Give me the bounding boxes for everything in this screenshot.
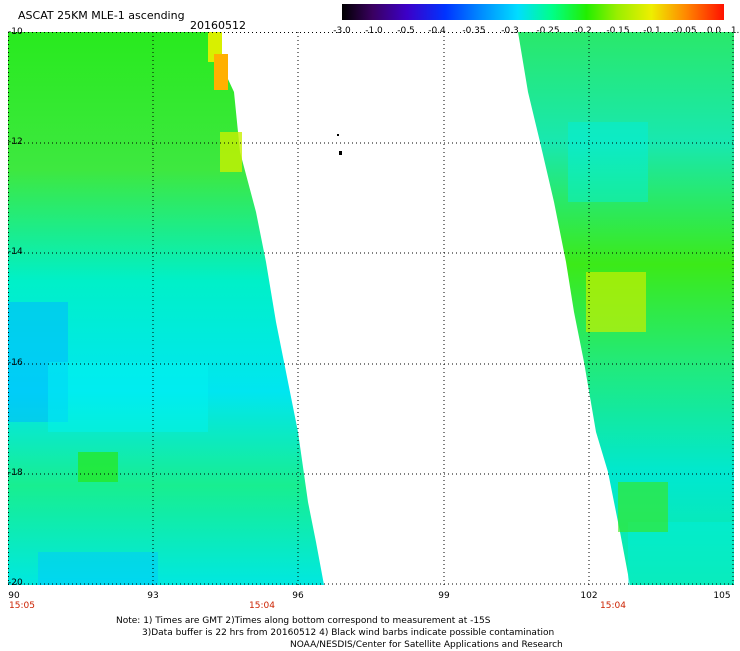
swath-east-cyan-lower	[628, 522, 734, 585]
swath-east-cyan-patch	[568, 122, 648, 202]
island-mark	[339, 151, 342, 155]
color-scale-bar	[342, 4, 724, 20]
note-line-2: 3)Data buffer is 22 hrs from 20160512 4)…	[142, 628, 555, 638]
colorbar-label: -0.25	[536, 26, 560, 36]
lat-label: -20	[8, 578, 23, 588]
island-mark	[337, 134, 339, 136]
colorbar-label: -0.1	[643, 26, 661, 36]
colorbar-label: -0.15	[606, 26, 630, 36]
lon-label: 102	[580, 591, 598, 601]
colorbar-label: -0.35	[462, 26, 486, 36]
swath-west-green-patch	[78, 452, 118, 482]
wind-map	[8, 32, 734, 585]
colorbar-label: -0.2	[574, 26, 592, 36]
lon-label: 96	[292, 591, 304, 601]
lat-label: -14	[8, 247, 23, 257]
colorbar-label: -1.0	[365, 26, 383, 36]
colorbar-label: -0.05	[673, 26, 697, 36]
swath-east-yellow-patch	[586, 272, 646, 332]
lat-label: -12	[8, 137, 23, 147]
lon-label: 99	[438, 591, 450, 601]
swath-west	[8, 32, 324, 585]
colorbar-label: -0.3	[501, 26, 519, 36]
colorbar-label: -3.0	[333, 26, 351, 36]
lon-label: 90	[8, 591, 20, 601]
lat-label: -18	[8, 468, 23, 478]
note-line-1: Note: 1) Times are GMT 2)Times along bot…	[116, 616, 491, 626]
product-title: ASCAT 25KM MLE-1 ascending	[18, 9, 185, 22]
product-date: 20160512	[190, 19, 246, 32]
colorbar-label: 0.0	[706, 26, 722, 36]
lon-label: 105	[713, 591, 731, 601]
swath-time: 15:04	[600, 601, 626, 611]
colorbar-label: -0.4	[428, 26, 446, 36]
note-line-3: NOAA/NESDIS/Center for Satellite Applica…	[290, 640, 563, 650]
swath-east-green-lower	[618, 482, 668, 532]
swath-west-yellow-patch-2	[220, 132, 242, 172]
colorbar-label: -0.5	[397, 26, 415, 36]
colorbar-label: 1.0	[730, 26, 740, 36]
swath-time: 15:04	[249, 601, 275, 611]
swath-west-lower-blue	[38, 552, 158, 585]
lat-label: -10	[8, 27, 23, 37]
lat-label: -16	[8, 358, 23, 368]
swath-west-orange-patch	[214, 54, 228, 90]
lon-label: 93	[147, 591, 159, 601]
swath-west-cyan-patch	[48, 362, 208, 432]
graticule	[8, 32, 734, 585]
swath-time: 15:05	[9, 601, 35, 611]
